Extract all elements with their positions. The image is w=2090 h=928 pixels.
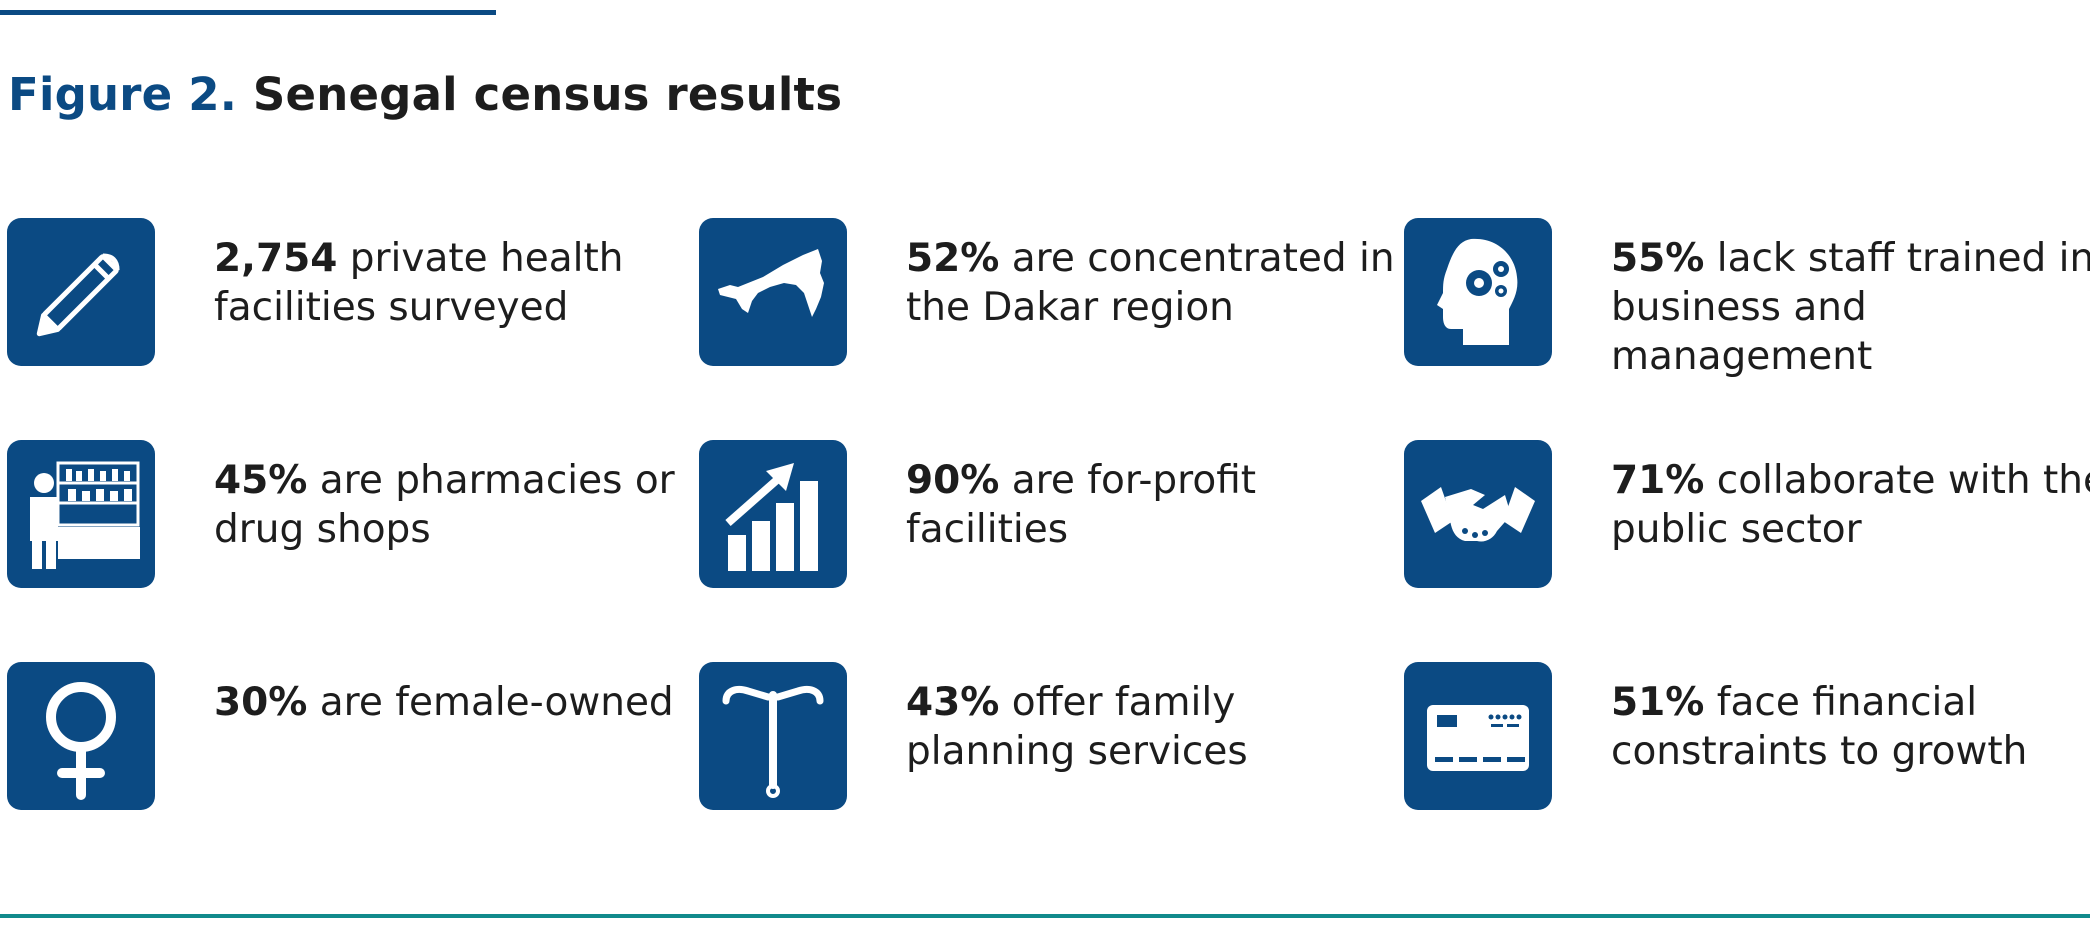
senegal-map-icon [699, 218, 847, 366]
growth-chart-icon [699, 440, 847, 588]
stat-value: 90% [906, 458, 1000, 503]
stat-description: collaborate with the public sector [1611, 458, 2090, 552]
bottom-rule [0, 914, 2090, 918]
stat-text: 45% are pharmacies or drug shops [214, 456, 714, 554]
stat-value: 71% [1611, 458, 1705, 503]
female-symbol-icon [7, 662, 155, 810]
pharmacist-icon [7, 440, 155, 588]
stat-text: 2,754 private health facilities surveyed [214, 234, 714, 332]
stat-text: 43% offer family planning services [906, 678, 1406, 776]
stat-text: 51% face financial constraints to growth [1611, 678, 2090, 776]
head-gears-icon [1404, 218, 1552, 366]
stat-description: are for-profit facilities [906, 458, 1257, 552]
iud-icon [699, 662, 847, 810]
stat-value: 51% [1611, 680, 1705, 725]
figure-title: Figure 2. Senegal census results [8, 68, 842, 121]
stat-value: 43% [906, 680, 1000, 725]
stat-description: offer family planning services [906, 680, 1248, 774]
stat-value: 45% [214, 458, 308, 503]
stat-text: 71% collaborate with the public sector [1611, 456, 2090, 554]
stat-text: 30% are female-owned [214, 678, 714, 727]
handshake-icon [1404, 440, 1552, 588]
stat-value: 52% [906, 236, 1000, 281]
pencil-icon [7, 218, 155, 366]
stat-description: private health facilities surveyed [214, 236, 624, 330]
stat-description: are female-owned [307, 680, 674, 725]
stat-value: 30% [214, 680, 308, 725]
figure-label: Figure 2. [8, 68, 237, 121]
stat-text: 55% lack staff trained in business and m… [1611, 234, 2090, 381]
stat-description: are concentrated in the Dakar region [906, 236, 1395, 330]
stat-value: 2,754 [214, 236, 338, 281]
stat-description: are pharmacies or drug shops [214, 458, 675, 552]
stat-description: lack staff trained in business and manag… [1611, 236, 2090, 379]
top-rule [0, 10, 496, 15]
stat-text: 90% are for-profit facilities [906, 456, 1406, 554]
stat-value: 55% [1611, 236, 1705, 281]
credit-card-icon [1404, 662, 1552, 810]
figure-heading: Senegal census results [252, 68, 843, 121]
stat-text: 52% are concentrated in the Dakar region [906, 234, 1406, 332]
stat-description: face financial constraints to growth [1611, 680, 2028, 774]
